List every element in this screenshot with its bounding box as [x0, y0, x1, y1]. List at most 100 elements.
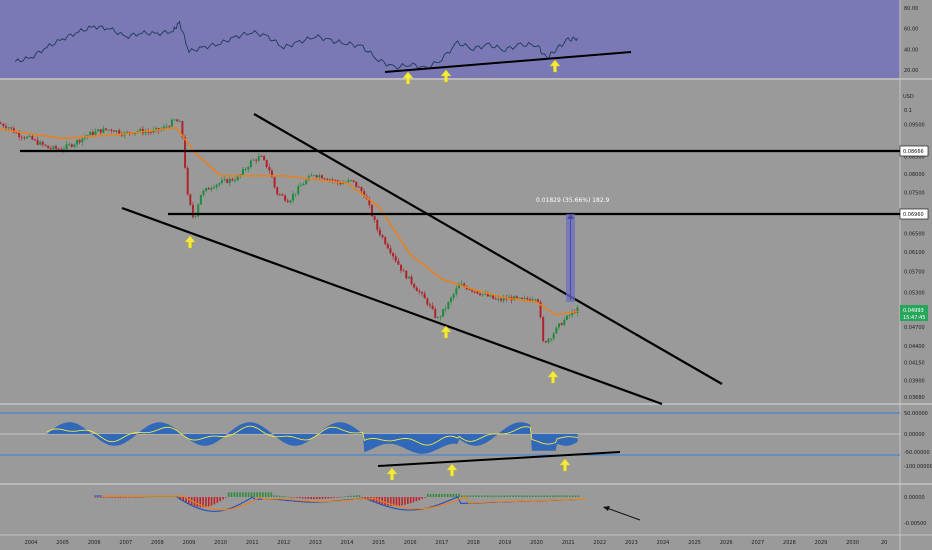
candle-body	[405, 270, 408, 279]
osc2-histogram-bar	[475, 495, 477, 497]
candle-body	[94, 131, 97, 135]
osc2-histogram-bar	[330, 497, 332, 499]
osc1-trendline[interactable]	[377, 451, 621, 467]
osc2-histogram-bar	[122, 497, 125, 498]
osc2-histogram-bar	[205, 497, 207, 508]
candle-body	[534, 299, 537, 301]
osc2-histogram-bar	[108, 497, 111, 498]
candle-body	[89, 131, 92, 136]
osc2-histogram-bar	[313, 497, 315, 500]
osc2-histogram-bar	[392, 497, 395, 507]
candle-body	[463, 283, 466, 287]
candle-body	[523, 298, 526, 299]
price-tick-label: 0.05700	[904, 269, 925, 275]
osc2-histogram-bar	[102, 497, 105, 498]
candle-body	[263, 156, 266, 160]
candle-body	[368, 199, 371, 206]
osc2-histogram-bar	[355, 495, 358, 497]
candle-body	[181, 121, 184, 138]
osc2-histogram-bar	[250, 492, 253, 497]
osc2-histogram-bar	[415, 497, 418, 502]
candle-body	[315, 175, 318, 178]
osc2-histogram-bar	[310, 497, 312, 500]
osc2-histogram-bar	[97, 497, 99, 498]
osc2-histogram-bar	[139, 497, 142, 498]
candle-body	[515, 296, 518, 298]
annotation-arrow-line	[603, 506, 641, 521]
candle-body	[513, 296, 516, 301]
candle-body	[378, 229, 381, 236]
osc2-histogram-bar	[253, 492, 256, 497]
candle-body	[26, 136, 29, 139]
time-tick-label: 2026	[720, 540, 733, 546]
descending-trendline-lower[interactable]	[121, 206, 663, 406]
osc2-axis[interactable]: 0.00000 -0.00500	[904, 495, 926, 527]
osc2-histogram-bar	[361, 497, 364, 498]
candle-body	[328, 179, 331, 181]
osc2-histogram-bar	[574, 495, 577, 497]
candle-body	[334, 180, 337, 182]
osc1-axis[interactable]: 50.00000 0.00000 -50.00000 -100.00000	[904, 411, 932, 470]
candle-body	[434, 309, 437, 318]
candle-body	[355, 181, 358, 187]
osc2-histogram-bar	[270, 492, 273, 497]
time-tick-label: 2024	[657, 540, 670, 546]
osc2-histogram-bar	[293, 497, 295, 498]
candle-body	[176, 119, 179, 122]
osc2-histogram-bar	[537, 495, 540, 497]
candle-body	[202, 190, 205, 195]
price-axis[interactable]: 0.10.095000.085000.080000.075000.070000.…	[904, 108, 925, 401]
candle-body	[292, 194, 295, 201]
osc2-histogram-bar	[256, 492, 258, 497]
candle-body	[223, 179, 226, 181]
candle-body	[281, 194, 284, 196]
osc2-histogram-bar	[321, 497, 324, 499]
osc2-histogram-bar	[418, 497, 421, 501]
osc2-histogram-bar	[207, 497, 210, 507]
osc2-histogram-bar	[435, 493, 438, 497]
descending-trendline-upper[interactable]	[253, 113, 723, 385]
osc2-histogram-bar	[563, 495, 566, 497]
candle-body	[107, 129, 110, 131]
osc2-histogram-bar	[304, 497, 307, 499]
osc2-histogram-bar	[350, 495, 352, 497]
osc2-histogram-bar	[347, 496, 349, 497]
price-unit-label: USD	[903, 94, 914, 100]
candle-body	[489, 295, 492, 297]
osc2-histogram-bar	[261, 492, 264, 497]
osc2-histogram-bar	[407, 497, 409, 505]
candle-body	[323, 178, 326, 180]
candle-body	[149, 132, 152, 134]
rsi-trendline[interactable]	[384, 51, 632, 73]
rsi-axis[interactable]: 80.00 60.00 40.00 20.00	[904, 6, 918, 74]
osc2-histogram-bar	[324, 497, 327, 499]
osc2-histogram-bar	[384, 497, 386, 506]
candle-body	[473, 291, 476, 293]
candle-body	[2, 123, 5, 127]
candle-body	[144, 131, 147, 134]
time-tick-label: 2027	[751, 540, 764, 546]
osc2-histogram-bar	[455, 493, 457, 497]
osc2-histogram-bar	[569, 495, 571, 497]
osc2-histogram-bar	[338, 497, 341, 498]
osc2-histogram-bar	[276, 495, 278, 497]
candle-body	[112, 130, 115, 132]
time-axis[interactable]: 2004 2005 2006 2007 2008 2009 2010 2011 2012 2013…	[25, 540, 888, 546]
candle-body	[500, 298, 503, 301]
time-tick-label: 2025	[688, 540, 701, 546]
osc2-histogram-bar	[344, 496, 347, 497]
candle-body	[478, 293, 481, 296]
rsi-tick-label: 80.00	[904, 6, 918, 12]
candle-body	[305, 180, 308, 185]
osc2-histogram-bar	[316, 497, 318, 500]
candle-body	[386, 244, 389, 249]
candle-body	[460, 283, 463, 285]
osc2-histogram-bar	[233, 492, 236, 497]
candle-body	[20, 136, 23, 138]
osc2-histogram-bar	[444, 493, 446, 497]
candle-body	[234, 180, 237, 182]
candle-body	[15, 132, 18, 134]
candle-body	[468, 289, 471, 291]
candle-body	[371, 205, 374, 217]
